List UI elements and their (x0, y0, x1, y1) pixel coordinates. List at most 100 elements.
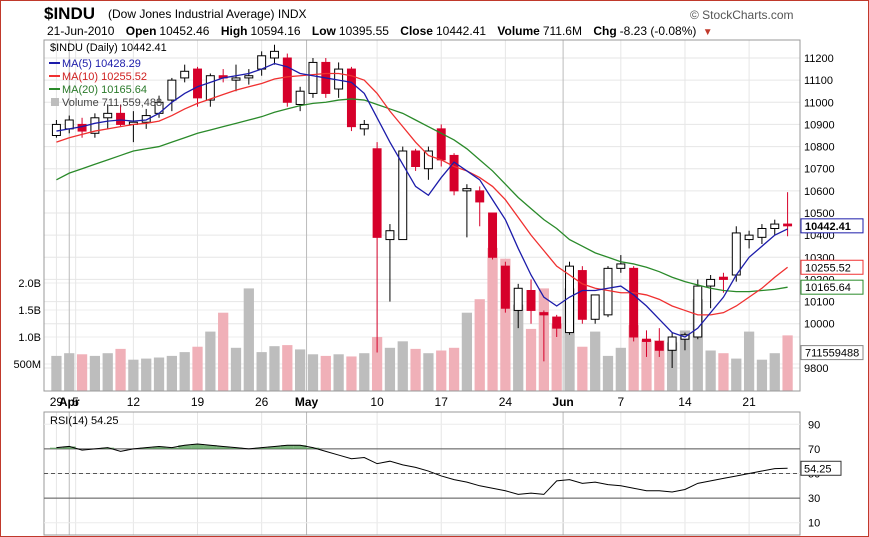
candle (654, 328, 664, 357)
rsi-panel: 103050709054.25 (44, 419, 842, 530)
candle (257, 51, 267, 76)
volume-tick-label: 500M (13, 359, 41, 371)
candle (103, 104, 113, 129)
candle (385, 224, 395, 302)
rsi-overbought-fill (293, 445, 307, 449)
rsi-overbought-fill (139, 447, 153, 449)
candle-body (423, 150, 433, 170)
candle (270, 44, 279, 65)
volume-bar (295, 349, 306, 391)
candle (295, 86, 305, 112)
candle (757, 224, 767, 244)
candle-body (629, 267, 639, 338)
volume-bar (525, 328, 537, 391)
volume-bars (51, 247, 793, 391)
candle (590, 294, 600, 324)
candle-body (693, 285, 703, 338)
rsi-overbought-fill (255, 447, 269, 449)
candle-body (783, 223, 793, 227)
candle-body (744, 234, 754, 241)
volume-bar (602, 355, 614, 391)
rsi-overbought-fill (165, 447, 179, 449)
candle-body (180, 70, 190, 79)
candle-body (706, 278, 716, 287)
candle (577, 266, 587, 324)
candle (693, 279, 703, 340)
ma10-value-label: 10255.52 (805, 262, 851, 274)
candle (282, 53, 292, 107)
candle-body (731, 232, 741, 276)
candle (167, 77, 177, 112)
x-tick-label: 7 (617, 395, 624, 409)
candle-body (372, 148, 382, 238)
ma10-value-tag (800, 259, 864, 275)
candle-body (270, 50, 279, 59)
candle-body (295, 90, 305, 106)
rsi-overbought-fill (178, 445, 192, 449)
candle-body (64, 119, 74, 130)
ma20-value-label: 10165.64 (805, 282, 851, 294)
low-value: 10395.55 (338, 24, 389, 38)
candle (770, 219, 780, 236)
candle (180, 64, 190, 83)
candle (423, 146, 433, 180)
volume-tick-label: 2.0B (18, 278, 41, 290)
volume-bar (76, 354, 88, 391)
rsi-overbought-fill (268, 446, 281, 449)
legend-ma5: MA(5) 10428.29 (62, 58, 141, 70)
candle (141, 108, 151, 129)
candle-body (205, 75, 215, 101)
brand-logo[interactable]: © StockCharts.com (690, 8, 794, 22)
candle-body (90, 117, 100, 134)
x-tick-label: 10 (370, 395, 384, 409)
volume-bar (731, 358, 742, 391)
description-text: (Dow Jones Industrial Average) (108, 7, 275, 21)
candle (552, 314, 562, 337)
volume-bar (397, 341, 408, 391)
candle (449, 153, 459, 196)
x-tick-label: 26 (255, 395, 269, 409)
candle-body (257, 55, 267, 70)
candle-body (654, 340, 664, 351)
ma10-line (56, 72, 788, 316)
x-tick-label: May (295, 395, 319, 409)
candle-body (346, 68, 356, 128)
volume-bar (423, 353, 434, 391)
rsi-overbought-fill (152, 446, 166, 449)
candle-body (449, 154, 459, 192)
candle-body (398, 150, 408, 241)
candle-body (167, 79, 177, 101)
candle-body (616, 263, 626, 269)
legend-volume-swatch (51, 98, 59, 106)
high-value: 10594.16 (250, 24, 301, 38)
dropdown-arrow-icon[interactable]: ▼ (702, 27, 713, 38)
candle (231, 64, 241, 92)
candle-body (475, 190, 485, 203)
price-tick-label: 10700 (804, 164, 835, 176)
volume-bar (230, 347, 242, 391)
chg-value: -8.23 (-0.08%) (619, 24, 697, 38)
volume-bar (756, 359, 768, 391)
candle (116, 104, 126, 127)
candle (488, 212, 498, 260)
close-value-label: 10442.41 (805, 221, 851, 233)
candle-body (462, 188, 472, 192)
price-tick-label: 11100 (804, 75, 833, 87)
volume-bar (461, 312, 473, 391)
candle (372, 142, 382, 353)
legend: $INDU (Daily) 10442.41 MA(5) 10428.29 MA… (49, 42, 167, 427)
close-label: Close (400, 24, 433, 38)
axes: 9800100001010010200103001040010500106001… (13, 39, 864, 536)
price-tick-label: 10600 (804, 186, 835, 198)
candle (398, 146, 408, 241)
volume-bar (371, 337, 383, 391)
rsi-overbought-fill (229, 447, 243, 449)
moving-averages (56, 62, 788, 338)
rsi-tick-label: 10 (808, 518, 820, 530)
volume-value-tag (800, 345, 864, 361)
volume-bar (141, 358, 152, 391)
volume-tick-label: 1.0B (18, 332, 41, 344)
volume-bar (551, 323, 562, 391)
volume-bar (641, 339, 652, 391)
volume-bar (474, 299, 485, 391)
